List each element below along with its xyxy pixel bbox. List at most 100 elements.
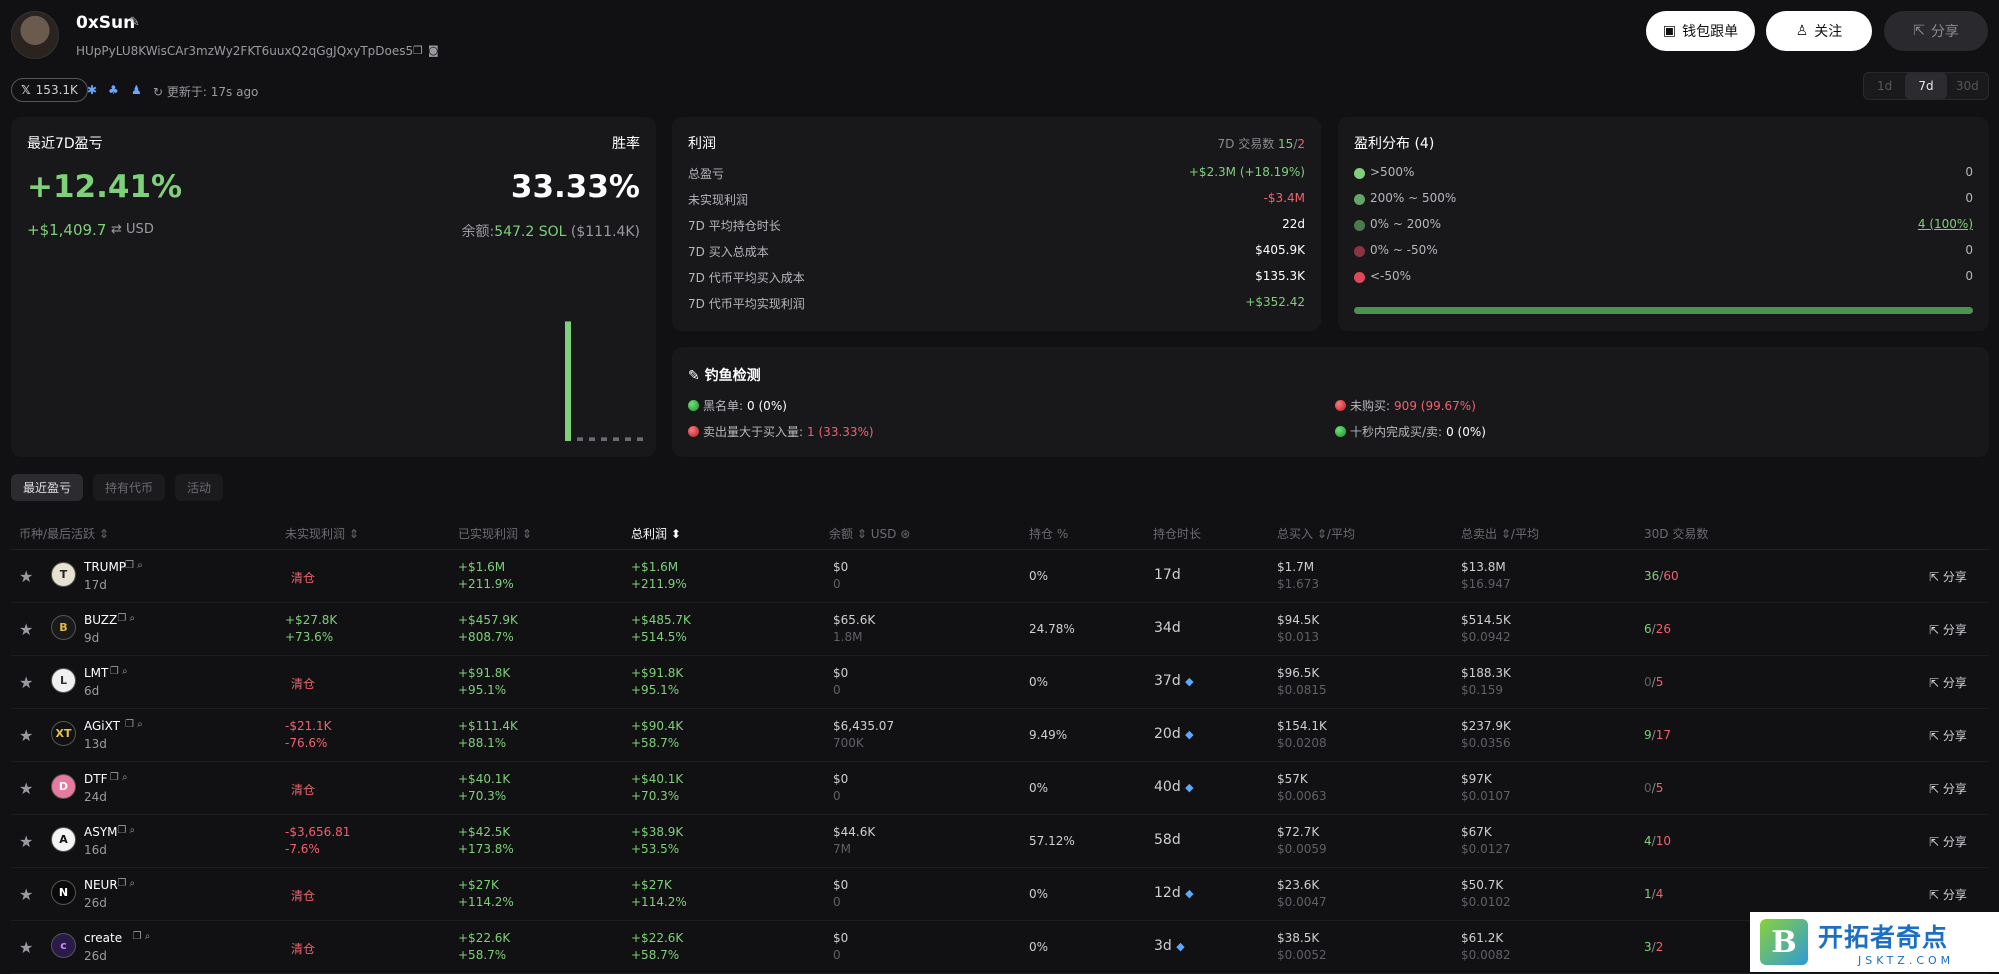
- col-token[interactable]: 币种/最后活跃 ⇕: [19, 525, 109, 542]
- token-name[interactable]: AGiXT: [84, 719, 120, 733]
- token-avatar: c: [51, 933, 76, 958]
- share-icon: ⇱: [1929, 570, 1940, 584]
- star-icon[interactable]: ★: [19, 885, 34, 904]
- star-icon[interactable]: ★: [19, 779, 34, 798]
- profit-row-label: 未实现利润: [688, 193, 749, 207]
- copy-icon[interactable]: ❐: [125, 719, 134, 730]
- table-row[interactable]: ★ c create ❐ ⌕ 26d 清仓 +$22.6K +58.7% +$22.6K +58.…: [11, 921, 1989, 974]
- x-followers-badge[interactable]: 𝕏 153.1K: [11, 78, 88, 102]
- tab-activity[interactable]: 活动: [175, 474, 224, 501]
- distribution-title: 盈利分布 (4): [1354, 136, 1435, 152]
- star-icon[interactable]: ★: [19, 938, 34, 957]
- table-row[interactable]: ★ B BUZZ ❐ ⌕ 9d +$27.8K +73.6% +$457.9K +808.7% +…: [11, 603, 1989, 656]
- period-1d[interactable]: 1d: [1877, 79, 1893, 93]
- realized-value: +$27K: [458, 878, 499, 892]
- table-row[interactable]: ★ D DTF ❐ ⌕ 24d 清仓 +$40.1K +70.3% +$40.1K +70.3% $…: [11, 762, 1989, 815]
- token-name[interactable]: TRUMP: [84, 560, 127, 574]
- table-row[interactable]: ★ XT AGiXT ❐ ⌕ 13d -$21.1K -76.6% +$111.4K +88.1…: [11, 709, 1989, 762]
- sold-average: $0.0107: [1461, 789, 1511, 803]
- search-icon[interactable]: ⌕: [129, 825, 136, 836]
- row-share-label: 分享: [1942, 623, 1967, 637]
- row-share-button[interactable]: ⇱ 分享: [1929, 886, 1967, 903]
- table-row[interactable]: ★ N NEUR ❐ ⌕ 26d 清仓 +$27K +114.2% +$27K +114.2% $0…: [11, 868, 1989, 921]
- copy-icon[interactable]: ❐: [109, 666, 119, 677]
- share-button[interactable]: ⇱ 分享: [1884, 11, 1988, 51]
- copy-icon[interactable]: ❐: [117, 613, 127, 624]
- col-realized[interactable]: 已实现利润 ⇕: [458, 525, 532, 542]
- table-row[interactable]: ★ A ASYM ❐ ⌕ 16d -$3,656.81 -7.6% +$42.5K +173.8…: [11, 815, 1989, 868]
- row-share-button[interactable]: ⇱ 分享: [1929, 727, 1967, 744]
- col-unrealized[interactable]: 未实现利润 ⇕: [285, 525, 359, 542]
- sell-gt-buy-value: 1 (33.33%): [807, 424, 874, 439]
- row-share-button[interactable]: ⇱ 分享: [1929, 621, 1967, 638]
- copy-icon[interactable]: ❐: [117, 825, 127, 836]
- table-row[interactable]: ★ L LMT ❐ ⌕ 6d 清仓 +$91.8K +95.1% +$91.8K +95.1% $0…: [11, 656, 1989, 709]
- unrealized-value: 清仓: [291, 677, 316, 691]
- realized-percent: +95.1%: [458, 683, 507, 697]
- table-row[interactable]: ★ T TRUMP ❐ ⌕ 17d 清仓 +$1.6M +211.9% +$1.6M +211.9…: [11, 550, 1989, 603]
- bought-average: $1.673: [1277, 577, 1319, 591]
- pnl-card: 最近7D盈亏 胜率 +12.41% 33.33% +$1,409.7 ⇄ USD…: [11, 117, 656, 457]
- col-bought[interactable]: 总买入 ⇕/平均: [1277, 525, 1355, 542]
- search-icon[interactable]: ⌕: [129, 613, 136, 624]
- share-label: 分享: [1930, 24, 1959, 40]
- search-icon[interactable]: ⌕: [121, 666, 128, 677]
- pnl-bar-chart: [565, 321, 643, 441]
- star-icon[interactable]: ★: [19, 567, 34, 586]
- token-name[interactable]: LMT: [84, 666, 109, 680]
- star-icon[interactable]: ★: [19, 673, 34, 692]
- col-balance-usd: USD: [870, 527, 897, 541]
- qr-code-icon[interactable]: ◙: [428, 44, 439, 57]
- search-icon[interactable]: ⌕: [137, 719, 143, 730]
- last-updated-text: 更新于: 17s ago: [166, 85, 259, 99]
- tab-holdings[interactable]: 持有代币: [93, 474, 166, 501]
- search-icon[interactable]: ⌕: [137, 560, 143, 571]
- token-name[interactable]: create: [84, 931, 123, 945]
- search-icon[interactable]: ⌕: [129, 878, 136, 889]
- copy-icon[interactable]: ❐: [132, 931, 142, 942]
- row-share-button[interactable]: ⇱ 分享: [1929, 568, 1967, 585]
- period-30d[interactable]: 30d: [1955, 79, 1979, 93]
- copy-icon[interactable]: ❐: [117, 878, 127, 889]
- token-name[interactable]: DTF: [84, 772, 108, 786]
- distribution-value[interactable]: 4 (100%): [1917, 217, 1973, 231]
- period-7d[interactable]: 7d: [1905, 73, 1947, 99]
- profit-row: 总盈亏 +$2.3M (+18.19%): [688, 165, 1305, 183]
- follow-button[interactable]: ♙ 关注: [1766, 11, 1872, 51]
- trades-30d-buys: 0: [1644, 675, 1652, 689]
- copy-icon[interactable]: ❐: [109, 772, 119, 783]
- diamond-icon: ◆: [1185, 887, 1194, 900]
- refresh-icon[interactable]: ↻: [153, 85, 164, 99]
- trades-30d: 4/10: [1644, 834, 1671, 848]
- search-icon[interactable]: ⌕: [121, 772, 128, 783]
- balance-value: $0: [833, 878, 849, 892]
- pencil-icon[interactable]: ✎: [129, 15, 140, 30]
- search-icon[interactable]: ⌕: [144, 931, 151, 942]
- trades-30d-sells: 2: [1655, 940, 1664, 954]
- trades-count: 7D 交易数 15/2: [1218, 135, 1306, 152]
- row-share-button[interactable]: ⇱ 分享: [1929, 780, 1967, 797]
- usd-unit[interactable]: ⇄ USD: [111, 222, 154, 237]
- col-total[interactable]: 总利润 ⬍: [631, 525, 681, 542]
- col-hold-time: 持仓时长: [1153, 527, 1202, 541]
- col-sold[interactable]: 总卖出 ⇕/平均: [1461, 525, 1539, 542]
- tab-recent-pnl[interactable]: 最近盈亏: [11, 474, 84, 501]
- copy-trade-button[interactable]: ▣ 钱包跟单: [1646, 11, 1755, 51]
- red-dot-icon: [1335, 400, 1346, 411]
- trades-30d-sells: 17: [1655, 728, 1671, 742]
- row-share-button[interactable]: ⇱ 分享: [1929, 674, 1967, 691]
- copy-icon[interactable]: ❐: [125, 560, 134, 571]
- star-icon[interactable]: ★: [19, 620, 34, 639]
- row-share-button[interactable]: ⇱ 分享: [1929, 833, 1967, 850]
- bought-total: $96.5K: [1277, 666, 1320, 680]
- copy-icon[interactable]: ❐: [413, 44, 423, 57]
- token-avatar: D: [51, 774, 76, 799]
- col-balance[interactable]: 余额 ⇕ USD ⊛: [829, 525, 910, 542]
- star-icon[interactable]: ★: [19, 726, 34, 745]
- tab-bar: 最近盈亏 持有代币 活动: [11, 474, 224, 501]
- token-name[interactable]: BUZZ: [84, 613, 118, 627]
- diamond-icon: ◆: [1185, 781, 1194, 794]
- star-icon[interactable]: ★: [19, 832, 34, 851]
- token-name[interactable]: NEUR: [84, 878, 118, 892]
- token-name[interactable]: ASYM: [84, 825, 118, 839]
